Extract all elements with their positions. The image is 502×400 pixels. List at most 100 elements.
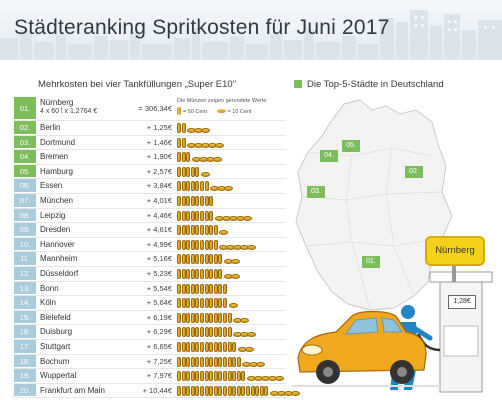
coin-icon (186, 341, 191, 352)
rank-badge: 14. (14, 296, 36, 309)
table-row: 11. Mannheim + 5,16€ (14, 252, 286, 267)
coin-icon (204, 268, 209, 279)
coin-icon (177, 195, 181, 206)
coin-icon (200, 298, 204, 309)
coin-icon (200, 312, 204, 323)
coin-icon (223, 341, 227, 352)
map-badge-05: 05. (342, 140, 360, 152)
table-row: 13. Bonn + 5,54€ (14, 281, 286, 297)
rank-badge: 01. (14, 97, 36, 119)
coin-icon (200, 283, 204, 294)
table-row: 05. Hamburg + 2,57€ (14, 164, 286, 180)
extra-cost: + 5,16€ (146, 254, 172, 264)
city-name: München (40, 195, 73, 205)
rank-badge: 07. (14, 193, 36, 207)
cent-coin-icon (216, 109, 226, 113)
coin-icon (204, 283, 209, 294)
coin-icon (209, 341, 214, 352)
cent-coin-icon (242, 215, 252, 221)
coin-icon (204, 239, 209, 250)
coin-icon (190, 210, 195, 221)
header-banner: Städteranking Spritkosten für Juni 2017 (0, 0, 502, 60)
city-name: Duisburg (40, 327, 73, 337)
map-badge-01: 01. (362, 256, 380, 268)
table-row: 03. Dortmund + 1,46€ (14, 135, 286, 151)
coin-icon (186, 385, 191, 396)
extra-cost: + 4,61€ (146, 225, 172, 235)
coin-icon (195, 327, 200, 338)
coin-icon (213, 283, 218, 294)
coin-icon (200, 356, 204, 367)
coin-icon (181, 312, 186, 323)
green-square-icon (294, 80, 302, 88)
coin-icon (232, 356, 237, 367)
coin-icon (190, 371, 195, 382)
rank-badge: 17. (14, 339, 36, 353)
coin-icon (181, 371, 186, 382)
city-name: Nürnberg (40, 98, 74, 107)
coin-icon (177, 123, 181, 133)
coin-legend-note: Die Münzen zeigen gerundete Werte (177, 98, 267, 104)
rank-badge: 10. (14, 237, 36, 251)
table-row: 02. Berlin + 1,25€ (14, 121, 286, 136)
cent-coin-icon (275, 376, 284, 382)
table-row: 09. Dresden + 4,61€ (14, 223, 286, 238)
extra-cost: + 7,97€ (146, 371, 172, 381)
city-name: Berlin (40, 123, 61, 132)
coin-icon (213, 341, 218, 352)
cent-coin-icon (201, 128, 211, 133)
coin-icon (223, 298, 227, 309)
coin-icon (190, 312, 195, 323)
coin-icon (190, 166, 195, 177)
city-name: Hamburg (40, 166, 73, 176)
coin-icon (227, 327, 232, 338)
coin-icon (195, 341, 200, 352)
coin-icon (200, 239, 204, 250)
coin-icon (232, 385, 237, 396)
extra-cost: + 6,19€ (146, 312, 172, 322)
cent-coin-icon (240, 317, 250, 323)
coin-icon (227, 341, 232, 352)
coin-icon (255, 385, 260, 396)
city-name: Bochum (40, 356, 70, 366)
city-name: Frankfurt am Main (40, 385, 105, 395)
map-badge-04: 04. (320, 150, 338, 162)
coin-icon (186, 371, 191, 382)
extra-cost: + 5,23€ (146, 268, 172, 278)
cent-coin-icon (231, 259, 240, 265)
coin-icon (213, 327, 218, 338)
coin-icon (232, 341, 237, 352)
coin-icon (213, 371, 218, 382)
sign-city-label: Nürnberg (435, 245, 475, 256)
coin-icon (190, 254, 195, 265)
coin-icon (186, 356, 191, 367)
coin-icon (181, 327, 186, 338)
coin-icon (186, 210, 191, 221)
extra-cost: + 1,90€ (146, 152, 172, 162)
coin-icon (209, 268, 214, 279)
sign-post (452, 264, 456, 282)
coin-icon (200, 327, 204, 338)
coin-icon (200, 225, 204, 236)
coin-icon (223, 356, 227, 367)
cent-coin-icon (228, 303, 238, 309)
coin-icon (177, 268, 181, 279)
coin-icon (181, 254, 186, 265)
coin-icon (181, 137, 186, 148)
city-name: Essen (40, 181, 63, 191)
coin-icon (177, 298, 181, 309)
coin-icon (186, 298, 191, 309)
coin-icon (223, 327, 227, 338)
coin-icon (177, 341, 181, 352)
coin-icon (177, 181, 181, 192)
coin-icon (236, 385, 241, 396)
coin-icon (186, 152, 191, 163)
cent-coin-icon (224, 186, 234, 192)
cent-coin-icon (219, 230, 229, 236)
coin-icon (227, 385, 232, 396)
cent-legend-label: = 10 Cent (227, 109, 252, 115)
coin-icon (186, 268, 191, 279)
coin-icon (218, 356, 223, 367)
coin-icon (177, 371, 181, 382)
table-row: 12. Düsseldorf + 5,23€ (14, 266, 286, 282)
